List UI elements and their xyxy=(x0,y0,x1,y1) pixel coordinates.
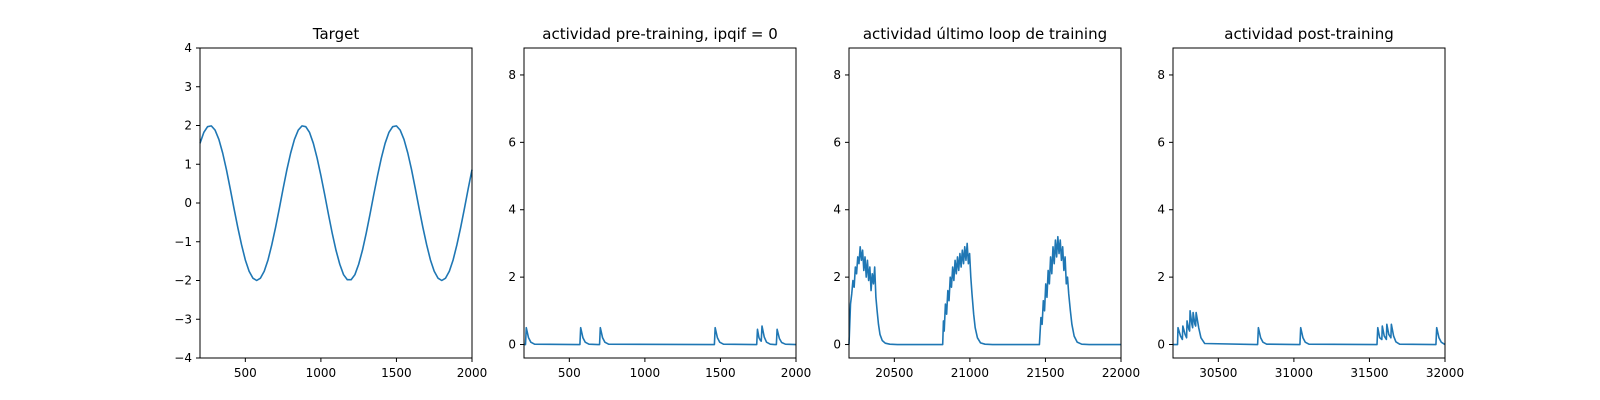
x-tick-label: 500 xyxy=(558,366,581,380)
panel-title: Target xyxy=(312,25,360,43)
x-tick-label: 21500 xyxy=(1026,366,1064,380)
y-tick-label: 1 xyxy=(184,157,192,171)
series-line xyxy=(524,325,797,346)
series-line xyxy=(199,125,473,282)
x-tick-label: 1500 xyxy=(705,366,736,380)
y-tick-label: 8 xyxy=(833,68,841,82)
y-tick-label: 6 xyxy=(1157,135,1165,149)
x-tick-label: 31500 xyxy=(1350,366,1388,380)
y-tick-label: 2 xyxy=(1157,270,1165,284)
x-tick-label: 500 xyxy=(234,366,257,380)
series-line xyxy=(1173,310,1446,346)
y-tick-label: 0 xyxy=(184,196,192,210)
y-tick-label: 4 xyxy=(833,203,841,217)
y-tick-label: 4 xyxy=(508,203,516,217)
y-tick-label: −3 xyxy=(174,312,192,326)
x-tick-label: 2000 xyxy=(781,366,812,380)
panel-title: actividad post-training xyxy=(1224,25,1393,43)
y-tick-label: 6 xyxy=(833,135,841,149)
y-tick-label: 8 xyxy=(508,68,516,82)
y-tick-label: 4 xyxy=(1157,203,1165,217)
x-tick-label: 21000 xyxy=(951,366,989,380)
panel-4: actividad post-training 30500 31000 31500 32… xyxy=(1157,25,1464,380)
x-tick-label: 32000 xyxy=(1426,366,1464,380)
y-tick-label: 0 xyxy=(508,338,516,352)
panel-title: actividad último loop de training xyxy=(863,25,1107,43)
y-tick-label: 8 xyxy=(1157,68,1165,82)
axes-frame xyxy=(199,47,473,359)
panel-title: actividad pre-training, ipqif = 0 xyxy=(542,25,778,43)
y-tick-label: −4 xyxy=(174,351,192,365)
y-tick-label: −1 xyxy=(174,235,192,249)
y-tick-label: 6 xyxy=(508,135,516,149)
y-tick-label: 0 xyxy=(1157,338,1165,352)
y-tick-label: 3 xyxy=(184,80,192,94)
x-tick-label: 20500 xyxy=(875,366,913,380)
y-tick-label: 0 xyxy=(833,338,841,352)
panel-1: Target 500 1000 1500 2000 −4 −3 −2 −1 0 1 2 3 4 xyxy=(174,25,487,380)
x-tick-label: 1500 xyxy=(381,366,412,380)
y-tick-label: 2 xyxy=(184,119,192,133)
x-tick-label: 1000 xyxy=(630,366,661,380)
axes-frame xyxy=(523,47,797,359)
y-tick-label: 2 xyxy=(508,270,516,284)
x-tick-label: 2000 xyxy=(457,366,488,380)
y-tick-label: 4 xyxy=(184,41,192,55)
x-tick-label: 30500 xyxy=(1199,366,1237,380)
series-line xyxy=(848,235,1121,346)
axes-frame xyxy=(848,47,1122,359)
panel-3: actividad último loop de training 20500 21… xyxy=(833,25,1140,380)
x-tick-label: 31000 xyxy=(1275,366,1313,380)
y-tick-label: 2 xyxy=(833,270,841,284)
panel-2: actividad pre-training, ipqif = 0 500 1000… xyxy=(508,25,811,380)
y-tick-label: −2 xyxy=(174,274,192,288)
axes-frame xyxy=(1172,47,1446,359)
x-tick-label: 22000 xyxy=(1102,366,1140,380)
x-tick-label: 1000 xyxy=(306,366,337,380)
